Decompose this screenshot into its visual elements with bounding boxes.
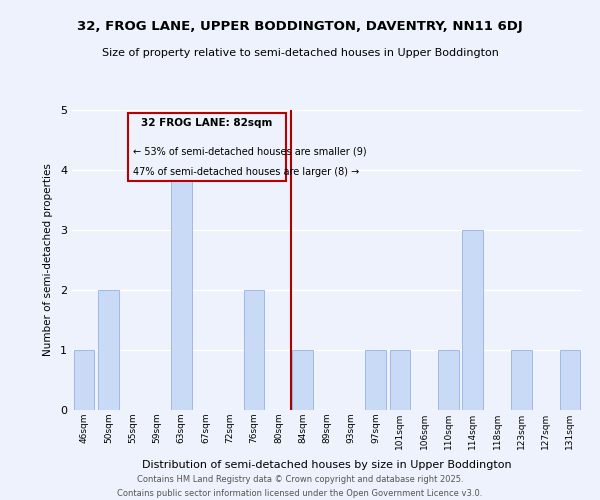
Bar [171,170,191,410]
Text: Contains HM Land Registry data © Crown copyright and database right 2025.
Contai: Contains HM Land Registry data © Crown c… [118,476,482,498]
Text: ← 53% of semi-detached houses are smaller (9): ← 53% of semi-detached houses are smalle… [133,146,367,156]
FancyBboxPatch shape [128,113,286,181]
Bar [389,350,410,410]
Bar [511,350,532,410]
Text: Size of property relative to semi-detached houses in Upper Boddington: Size of property relative to semi-detach… [101,48,499,58]
Bar [292,350,313,410]
Bar [74,350,94,410]
Bar [463,230,483,410]
Text: 32 FROG LANE: 82sqm: 32 FROG LANE: 82sqm [141,118,272,128]
Bar [244,290,265,410]
X-axis label: Distribution of semi-detached houses by size in Upper Boddington: Distribution of semi-detached houses by … [142,460,512,470]
Y-axis label: Number of semi-detached properties: Number of semi-detached properties [43,164,53,356]
Text: 32, FROG LANE, UPPER BODDINGTON, DAVENTRY, NN11 6DJ: 32, FROG LANE, UPPER BODDINGTON, DAVENTR… [77,20,523,33]
Bar [365,350,386,410]
Bar [560,350,580,410]
Text: 47% of semi-detached houses are larger (8) →: 47% of semi-detached houses are larger (… [133,167,359,177]
Bar [98,290,119,410]
Bar [438,350,459,410]
